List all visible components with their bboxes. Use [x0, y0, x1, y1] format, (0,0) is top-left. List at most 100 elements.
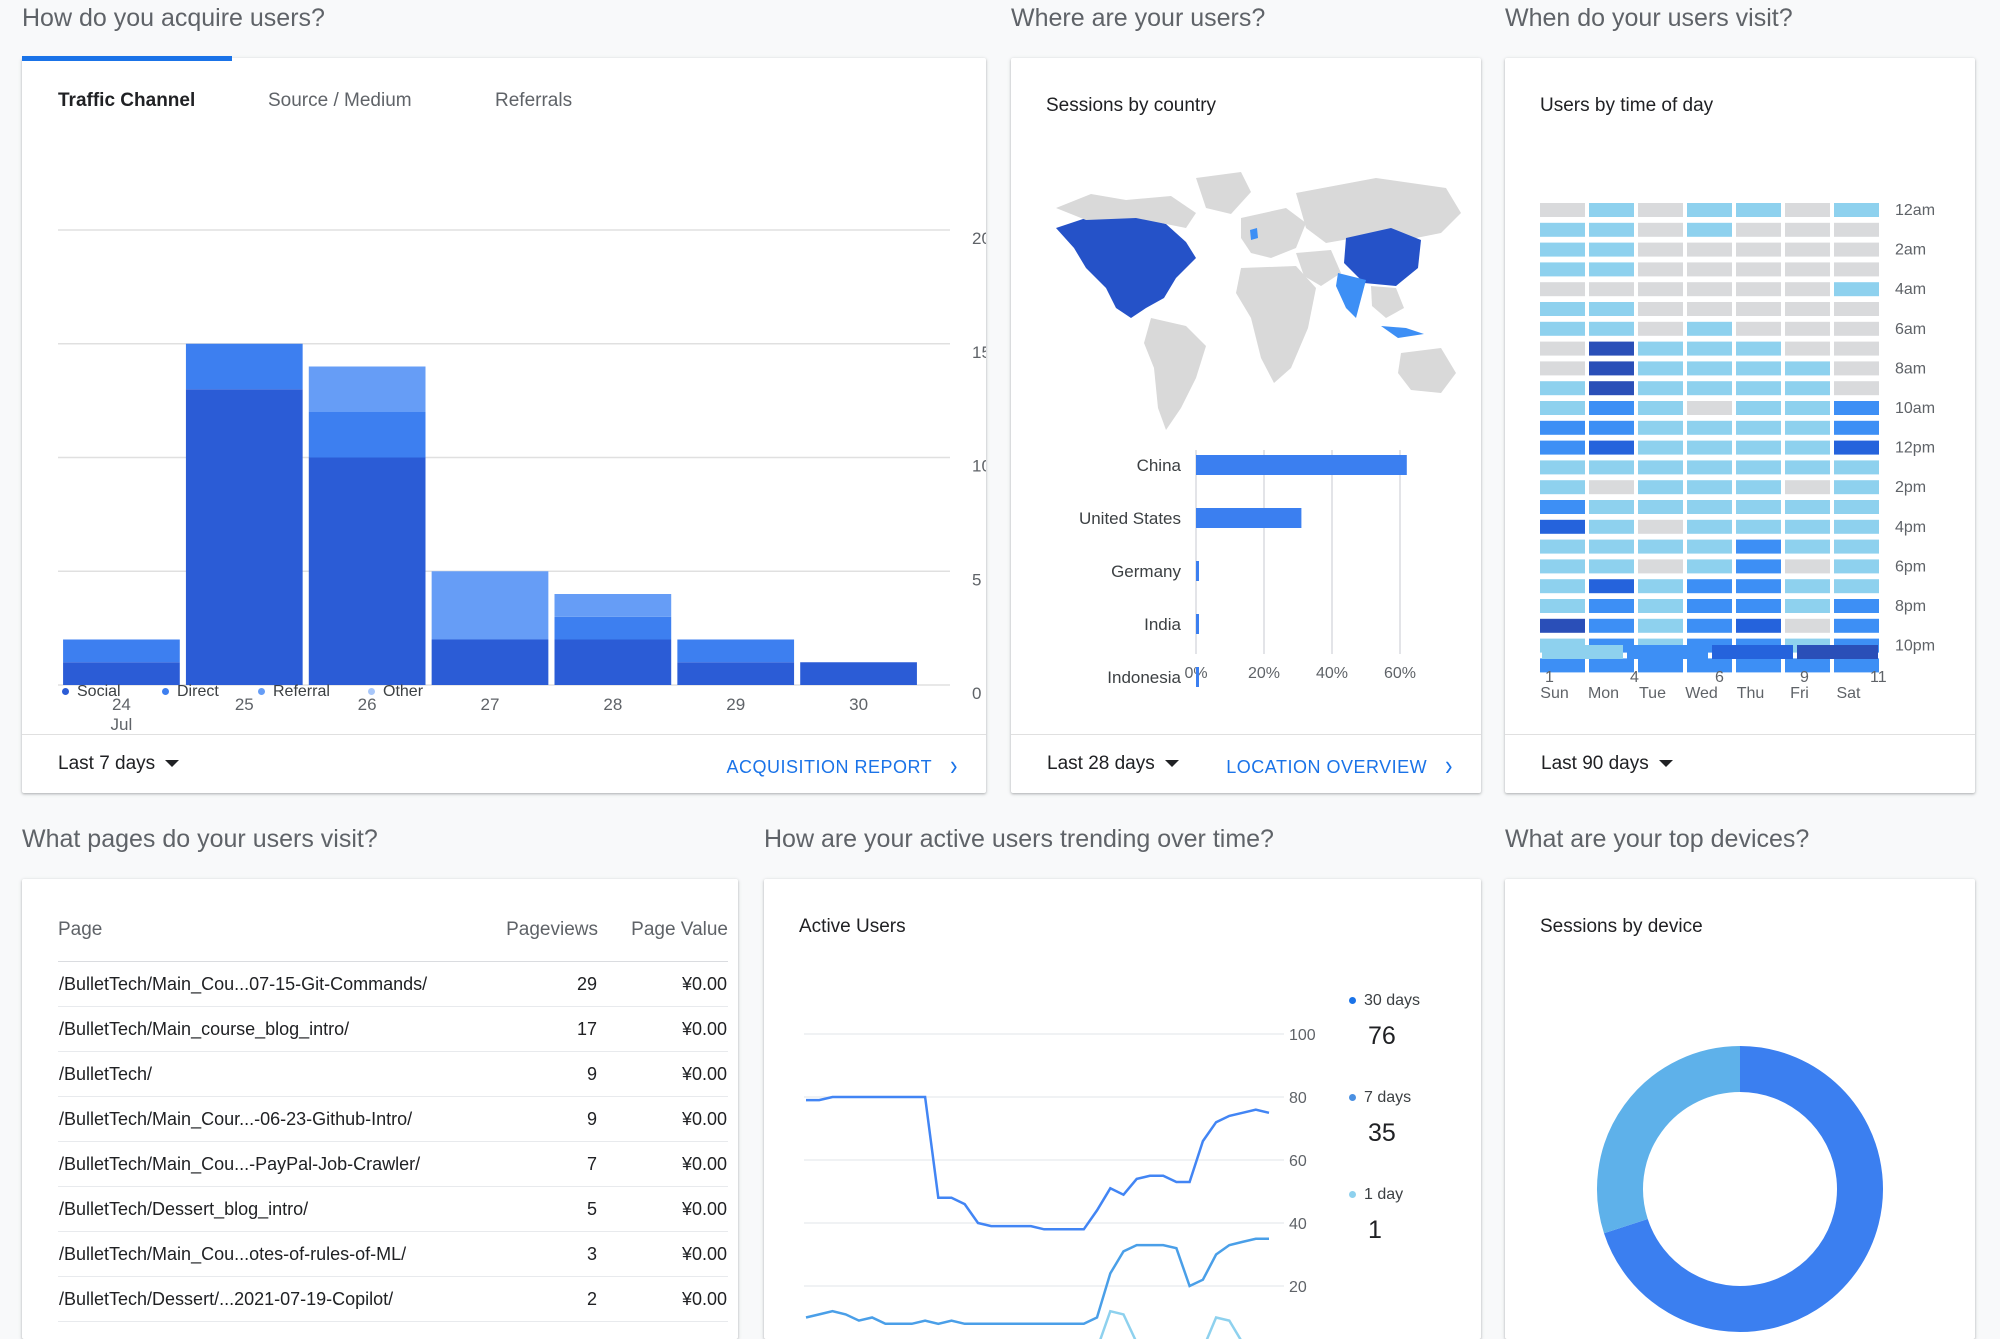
heatmap-cell[interactable] [1834, 302, 1879, 316]
heatmap-cell[interactable] [1834, 420, 1879, 435]
bar-segment-social[interactable] [677, 662, 795, 685]
heatmap-cell[interactable] [1834, 282, 1879, 297]
bar-segment-referral[interactable] [554, 594, 672, 617]
heatmap-cell[interactable] [1785, 242, 1830, 257]
table-row[interactable]: /BulletTech/Main_Cou...otes-of-rules-of-… [58, 1231, 728, 1277]
column-header-page-value[interactable]: Page Value [598, 919, 728, 962]
heatmap-cell[interactable] [1834, 559, 1879, 574]
heatmap-cell[interactable] [1540, 579, 1585, 594]
heatmap-cell[interactable] [1687, 282, 1732, 297]
heatmap-cell[interactable] [1736, 480, 1781, 495]
heatmap-cell[interactable] [1785, 460, 1830, 475]
table-row[interactable]: /BulletTech/Main_Cou...07-15-Git-Command… [58, 961, 728, 1007]
heatmap-cell[interactable] [1638, 262, 1683, 277]
heatmap-cell[interactable] [1687, 420, 1732, 435]
heatmap-cell[interactable] [1785, 480, 1830, 495]
heatmap-cell[interactable] [1638, 440, 1683, 455]
bar-segment-social[interactable] [554, 639, 672, 686]
table-row[interactable]: /BulletTech/Main_course_blog_intro/17 ¥0.… [58, 1006, 728, 1052]
heatmap-cell[interactable] [1638, 401, 1683, 415]
heatmap-cell[interactable] [1785, 321, 1830, 336]
heatmap-cell[interactable] [1785, 539, 1830, 554]
heatmap-cell[interactable] [1589, 480, 1634, 495]
page-path-cell[interactable]: /BulletTech/Main_Cou...-PayPal-Job-Crawl… [58, 1141, 491, 1187]
heatmap-cell[interactable] [1736, 222, 1781, 237]
heatmap-cell[interactable] [1834, 519, 1879, 534]
heatmap-cell[interactable] [1736, 203, 1781, 217]
date-range-dropdown[interactable]: Last 28 days [1047, 753, 1179, 775]
heatmap-cell[interactable] [1834, 618, 1879, 633]
heatmap-cell[interactable] [1736, 579, 1781, 594]
heatmap-cell[interactable] [1589, 401, 1634, 415]
heatmap-cell[interactable] [1638, 361, 1683, 376]
bar-segment-direct[interactable] [554, 616, 672, 640]
heatmap-cell[interactable] [1540, 203, 1585, 217]
heatmap-cell[interactable] [1834, 401, 1879, 415]
heatmap-cell[interactable] [1589, 618, 1634, 633]
heatmap-cell[interactable] [1638, 480, 1683, 495]
heatmap-cell[interactable] [1589, 222, 1634, 237]
heatmap-cell[interactable] [1736, 440, 1781, 455]
heatmap-cell[interactable] [1589, 321, 1634, 336]
heatmap-cell[interactable] [1687, 242, 1732, 257]
heatmap-cell[interactable] [1785, 500, 1830, 514]
heatmap-cell[interactable] [1687, 579, 1732, 594]
heatmap-cell[interactable] [1834, 341, 1879, 356]
series-line-30-days[interactable] [806, 1095, 1270, 1231]
heatmap-cell[interactable] [1834, 658, 1879, 673]
column-header-pageviews[interactable]: Pageviews [490, 919, 598, 962]
heatmap-cell[interactable] [1540, 242, 1585, 257]
page-path-cell[interactable]: /BulletTech/Main_Cou...07-15-Git-Command… [58, 961, 491, 1007]
bar-segment-direct[interactable] [63, 639, 180, 663]
heatmap-cell[interactable] [1589, 282, 1634, 297]
series-line-7-days[interactable] [805, 1237, 1269, 1326]
heatmap-cell[interactable] [1785, 262, 1830, 277]
heatmap-cell[interactable] [1638, 460, 1683, 475]
heatmap-cell[interactable] [1540, 559, 1585, 574]
heatmap-cell[interactable] [1736, 361, 1781, 376]
heatmap-cell[interactable] [1834, 480, 1879, 495]
heatmap-cell[interactable] [1638, 381, 1683, 396]
heatmap-cell[interactable] [1687, 321, 1732, 336]
heatmap-cell[interactable] [1834, 579, 1879, 594]
country-bar[interactable] [1196, 667, 1199, 687]
heatmap-cell[interactable] [1638, 242, 1683, 257]
bar-segment-direct[interactable] [308, 412, 426, 458]
heatmap-cell[interactable] [1736, 539, 1781, 554]
heatmap-cell[interactable] [1589, 361, 1634, 376]
heatmap-cell[interactable] [1540, 500, 1585, 514]
heatmap-cell[interactable] [1736, 658, 1781, 673]
heatmap-cell[interactable] [1638, 282, 1683, 297]
heatmap-cell[interactable] [1736, 401, 1781, 415]
location-overview-link[interactable]: LOCATION OVERVIEW › [1226, 749, 1453, 782]
heatmap-cell[interactable] [1540, 222, 1585, 237]
heatmap-cell[interactable] [1834, 361, 1879, 376]
heatmap-cell[interactable] [1687, 559, 1732, 574]
heatmap-cell[interactable] [1687, 401, 1732, 415]
heatmap-cell[interactable] [1687, 262, 1732, 277]
heatmap-cell[interactable] [1687, 302, 1732, 316]
heatmap-cell[interactable] [1687, 658, 1732, 673]
heatmap-cell[interactable] [1638, 203, 1683, 217]
heatmap-cell[interactable] [1785, 302, 1830, 316]
heatmap-cell[interactable] [1736, 242, 1781, 257]
heatmap-cell[interactable] [1834, 539, 1879, 554]
heatmap-cell[interactable] [1540, 381, 1585, 396]
heatmap-cell[interactable] [1785, 599, 1830, 613]
heatmap-cell[interactable] [1540, 658, 1585, 673]
heatmap-cell[interactable] [1540, 282, 1585, 297]
series-line-1-day[interactable] [806, 1309, 1269, 1339]
heatmap-cell[interactable] [1785, 341, 1830, 356]
heatmap-cell[interactable] [1687, 460, 1732, 475]
heatmap-cell[interactable] [1540, 361, 1585, 376]
heatmap-cell[interactable] [1638, 658, 1683, 673]
heatmap-cell[interactable] [1638, 420, 1683, 435]
country-bar[interactable] [1196, 614, 1199, 634]
bar-segment-direct[interactable] [677, 639, 795, 663]
heatmap-cell[interactable] [1834, 321, 1879, 336]
heatmap-cell[interactable] [1540, 262, 1585, 277]
bar-segment-referral[interactable] [431, 571, 549, 640]
heatmap-cell[interactable] [1785, 579, 1830, 594]
heatmap-cell[interactable] [1638, 599, 1683, 613]
heatmap-cell[interactable] [1834, 500, 1879, 514]
